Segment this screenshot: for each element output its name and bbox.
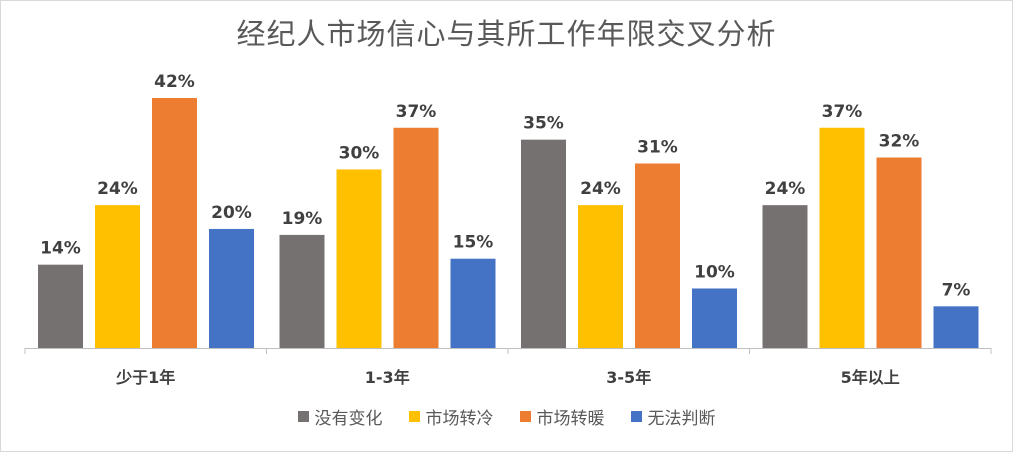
bar xyxy=(152,98,197,348)
bars-group xyxy=(38,98,979,348)
legend-swatch xyxy=(630,411,642,422)
bar xyxy=(933,306,979,348)
bar xyxy=(336,169,382,348)
bar xyxy=(578,205,623,348)
bar xyxy=(692,288,737,348)
legend-label: 市场转暖 xyxy=(536,409,605,429)
legend-label: 市场转冷 xyxy=(425,409,494,429)
data-label: 42% xyxy=(154,72,195,92)
legend-item: 市场转冷 xyxy=(408,404,494,429)
bar xyxy=(209,228,254,348)
bar xyxy=(876,157,922,348)
chart-title: 经纪人市场信心与其所工作年限交叉分析 xyxy=(236,17,777,51)
bar xyxy=(393,127,439,348)
legend-item: 市场转暖 xyxy=(519,404,605,429)
bar xyxy=(762,205,808,348)
data-label: 14% xyxy=(40,239,81,259)
x-axis: 少于1年 1-3年 3-5年 5年以上 xyxy=(24,348,992,387)
data-label: 35% xyxy=(523,114,564,134)
data-label: 20% xyxy=(211,203,252,223)
data-label: 7% xyxy=(942,280,971,300)
data-label: 19% xyxy=(282,209,323,229)
data-label: 10% xyxy=(694,262,735,282)
legend-swatch xyxy=(519,411,531,422)
bar xyxy=(38,264,83,348)
data-label: 37% xyxy=(396,102,437,122)
data-label: 15% xyxy=(453,233,494,253)
bar xyxy=(521,139,566,348)
data-label: 24% xyxy=(765,179,806,199)
bar xyxy=(819,127,865,348)
x-tick-label: 少于1年 xyxy=(115,368,175,387)
legend: 没有变化 市场转冷 市场转暖 无法判断 xyxy=(1,404,1012,429)
data-label: 31% xyxy=(637,137,678,157)
legend-swatch xyxy=(408,411,420,422)
bar xyxy=(635,163,680,348)
x-tick-label: 5年以上 xyxy=(841,368,900,387)
data-label: 24% xyxy=(97,179,138,199)
data-label: 32% xyxy=(879,132,920,152)
data-label: 30% xyxy=(339,143,380,163)
x-tick-label: 3-5年 xyxy=(606,368,651,387)
legend-label: 无法判断 xyxy=(647,409,716,429)
bar xyxy=(450,258,496,348)
legend-item: 无法判断 xyxy=(630,404,716,429)
legend-item: 没有变化 xyxy=(297,404,383,429)
data-labels-group: 14% 24% 42% 20% 19% 30% 37% 15% 35% 24% 31% 10% 24% 3… xyxy=(40,72,970,300)
legend-label: 没有变化 xyxy=(314,409,383,429)
bar xyxy=(95,205,140,348)
legend-swatch xyxy=(297,411,309,422)
x-tick-label: 1-3年 xyxy=(365,368,410,387)
bar xyxy=(279,234,325,348)
data-label: 37% xyxy=(822,102,863,122)
data-label: 24% xyxy=(580,179,621,199)
